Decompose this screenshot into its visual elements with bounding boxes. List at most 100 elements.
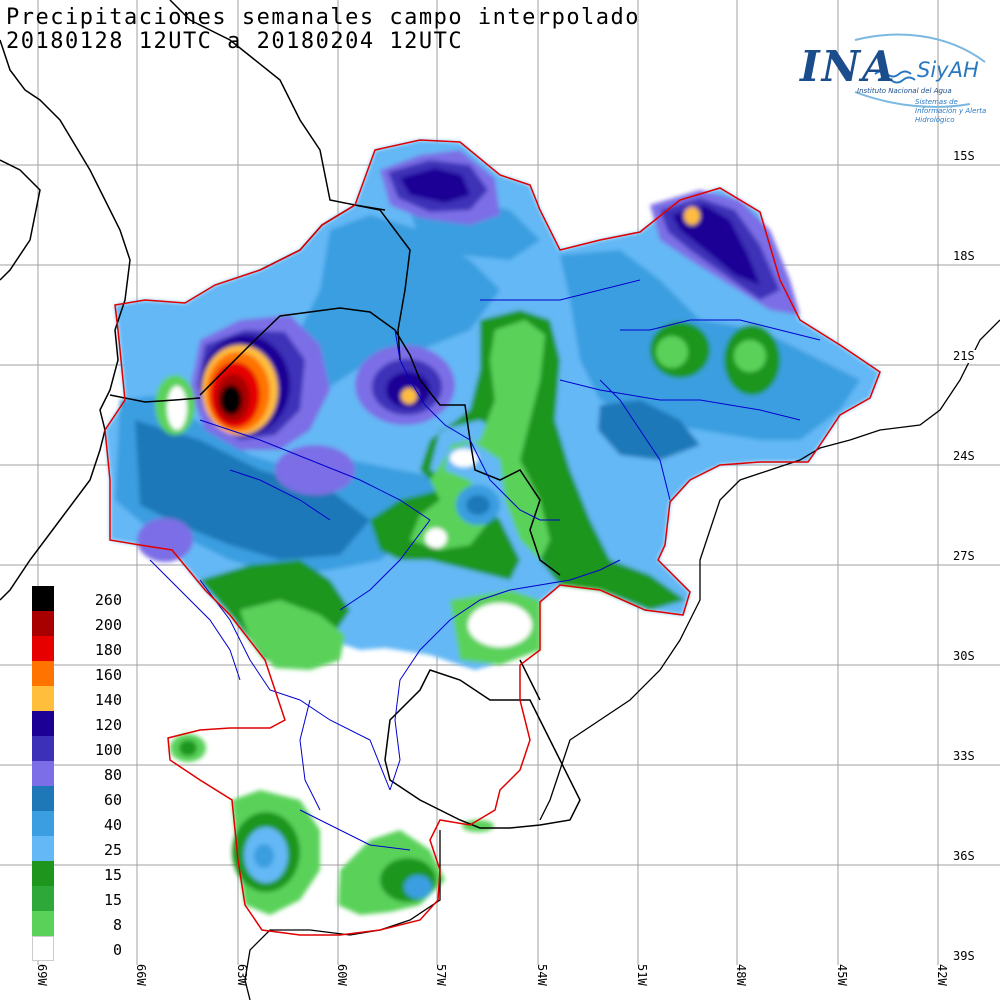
field-0mm — [425, 528, 447, 548]
longitude-label: 51W — [635, 964, 649, 986]
longitude-label: 42W — [935, 964, 949, 986]
legend-item: 160 — [32, 661, 122, 686]
field-8mm — [462, 820, 494, 832]
field-40mm — [560, 250, 860, 440]
field-8mm — [240, 600, 345, 670]
legend-label: 160 — [94, 666, 122, 684]
rivers — [149, 279, 821, 851]
legend-swatch — [32, 911, 54, 936]
legend-label: 25 — [103, 841, 122, 859]
wave-icon — [854, 33, 986, 108]
legend-swatch — [32, 836, 54, 861]
legend-item: 15 — [32, 886, 122, 911]
legend-item: 80 — [32, 761, 122, 786]
precipitation-field-upper — [105, 140, 880, 670]
longitude-label: 69W — [35, 964, 49, 986]
field-60mm — [466, 495, 490, 515]
latitude-label: 33S — [952, 749, 976, 763]
legend-item: 260 — [32, 586, 122, 611]
longitude-label: 63W — [235, 964, 249, 986]
legend-label: 8 — [112, 916, 122, 934]
field-140mm — [401, 388, 417, 404]
legend-item: 180 — [32, 636, 122, 661]
precipitation-legend: 260 200 180 160 140 120 100 80 60 40 25 … — [32, 586, 122, 961]
legend-label: 120 — [94, 716, 122, 734]
latitude-label: 15S — [952, 149, 976, 163]
legend-swatch — [32, 761, 54, 786]
legend-label: 15 — [103, 891, 122, 909]
legend-item: 140 — [32, 686, 122, 711]
logo-tagline: Sistemas de Información y Alerta Hidroló… — [915, 98, 987, 124]
legend-swatch — [32, 711, 54, 736]
legend-label: 140 — [94, 691, 122, 709]
legend-item: 8 — [32, 911, 122, 936]
legend-swatch — [32, 861, 54, 886]
field-8mm — [734, 340, 766, 372]
logo-ina-text: INA — [800, 42, 897, 91]
field-120mm — [672, 205, 760, 285]
legend-swatch — [32, 886, 54, 911]
field-0mm — [450, 449, 478, 467]
legend-label: 0 — [112, 941, 122, 959]
longitude-label: 54W — [535, 964, 549, 986]
precipitation-field-south — [170, 734, 494, 915]
logo-siyah-text: SiyAH — [917, 58, 979, 82]
legend-label: 80 — [103, 766, 122, 784]
latitude-label: 36S — [952, 849, 976, 863]
legend-swatch — [32, 686, 54, 711]
field-8mm — [410, 320, 550, 560]
latitude-label: 18S — [952, 249, 976, 263]
ina-siyah-logo: INA SiyAH Instituto Nacional del Agua Si… — [795, 32, 995, 124]
field-8mm — [656, 336, 688, 368]
legend-item: 100 — [32, 736, 122, 761]
legend-swatch — [32, 611, 54, 636]
legend-swatch — [32, 586, 54, 611]
legend-item: 200 — [32, 611, 122, 636]
field-260mm — [220, 385, 242, 415]
date-range: 20180128 12UTC a 20180204 12UTC — [6, 29, 464, 54]
field-40mm — [254, 844, 274, 868]
legend-label: 200 — [94, 616, 122, 634]
field-40mm — [404, 875, 432, 899]
latitude-label: 21S — [952, 349, 976, 363]
country-borders — [0, 0, 581, 829]
legend-item: 120 — [32, 711, 122, 736]
legend-swatch — [32, 636, 54, 661]
latitude-label: 24S — [952, 449, 976, 463]
field-140mm-spot — [684, 207, 700, 225]
longitude-label: 45W — [835, 964, 849, 986]
longitude-label: 66W — [134, 964, 148, 986]
legend-label: 40 — [103, 816, 122, 834]
field-0mm — [468, 603, 532, 647]
logo-subtitle: Instituto Nacional del Agua — [857, 87, 952, 95]
field-8mm — [502, 325, 538, 365]
legend-label: 15 — [103, 866, 122, 884]
coastline — [244, 319, 1000, 1000]
field-120mm — [400, 168, 470, 203]
map-title: Precipitaciones semanales campo interpol… — [6, 5, 641, 30]
legend-swatch — [32, 786, 54, 811]
legend-item: 60 — [32, 786, 122, 811]
legend-swatch — [32, 736, 54, 761]
legend-label: 260 — [94, 591, 122, 609]
longitude-label: 57W — [434, 964, 448, 986]
basin-outline — [104, 139, 881, 936]
legend-label: 100 — [94, 741, 122, 759]
legend-item: 40 — [32, 811, 122, 836]
field-80mm — [137, 518, 193, 562]
latitude-label: 39S — [952, 949, 976, 963]
field-60mm — [598, 400, 700, 460]
longitude-label: 48W — [734, 964, 748, 986]
legend-label: 180 — [94, 641, 122, 659]
legend-item: 25 — [32, 836, 122, 861]
field-15mm — [179, 740, 197, 756]
longitude-label: 60W — [335, 964, 349, 986]
legend-item: 15 — [32, 861, 122, 886]
field-0mm — [167, 386, 187, 430]
legend-label: 60 — [103, 791, 122, 809]
latitude-label: 30S — [952, 649, 976, 663]
field-40mm — [290, 215, 500, 400]
legend-swatch — [32, 811, 54, 836]
field-80mm — [275, 445, 355, 495]
